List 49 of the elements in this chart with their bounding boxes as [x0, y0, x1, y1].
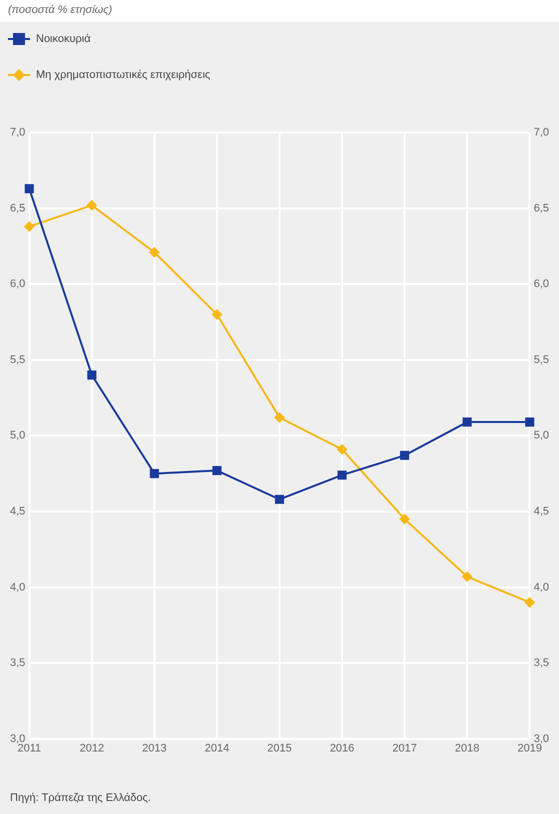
- point: [24, 222, 34, 232]
- point: [524, 597, 535, 608]
- y2-tick-label: 4,0: [534, 581, 550, 594]
- y-tick-label: 6,5: [10, 202, 26, 214]
- y2-tick-label: 4,5: [534, 506, 550, 518]
- chart-title: (ποσοστά % ετησίως): [8, 4, 112, 16]
- point: [337, 444, 348, 454]
- y2-tick-label: 7,0: [534, 126, 550, 139]
- y-tick-label: 7,0: [10, 126, 26, 139]
- point: [274, 494, 284, 504]
- point: [462, 572, 472, 582]
- point: [525, 418, 534, 427]
- x-tick-label: 2011: [17, 742, 42, 754]
- point: [24, 184, 34, 194]
- y2-tick-label: 5,0: [534, 430, 550, 442]
- point: [149, 247, 160, 258]
- point: [212, 309, 222, 320]
- y2-tick-label: 6,0: [534, 278, 550, 290]
- legend-label: Νοικοκυριά: [36, 33, 91, 45]
- y2-tick-label: 6,5: [534, 202, 550, 214]
- y-tick-label: 3,5: [10, 657, 26, 670]
- x-tick-label: 2012: [80, 742, 104, 754]
- x-tick-label: 2019: [517, 742, 542, 754]
- x-tick-label: 2014: [204, 742, 230, 754]
- text: Πηγή: Τράπεζα της Ελλάδος.: [10, 792, 151, 804]
- point: [462, 418, 472, 427]
- x-tick-label: 2016: [330, 742, 354, 754]
- y-tick-label: 5,5: [10, 354, 26, 366]
- point: [212, 466, 222, 476]
- y2-tick-label: 5,5: [534, 354, 550, 366]
- y-tick-label: 6,0: [10, 278, 26, 290]
- x-tick-label: 2015: [267, 742, 292, 754]
- point: [400, 450, 410, 460]
- point: [274, 412, 284, 423]
- y-tick-label: 3,0: [10, 732, 26, 745]
- y-tick-label: 4,0: [10, 581, 26, 594]
- point: [150, 469, 159, 478]
- y-tick-label: 5,0: [10, 430, 26, 442]
- point: [338, 470, 347, 480]
- point: [86, 200, 97, 210]
- y2-tick-label: 3,0: [534, 732, 550, 745]
- legend-label: Μη χρηματοπιστωτικές επιχειρήσεις: [36, 69, 210, 81]
- x-tick-label: 2018: [454, 742, 480, 754]
- x-tick-label: 2013: [142, 742, 167, 754]
- point: [400, 514, 410, 524]
- x-tick-label: 2017: [392, 742, 417, 754]
- y2-tick-label: 3,5: [534, 657, 550, 670]
- point: [87, 370, 96, 380]
- y-tick-label: 4,5: [10, 506, 26, 518]
